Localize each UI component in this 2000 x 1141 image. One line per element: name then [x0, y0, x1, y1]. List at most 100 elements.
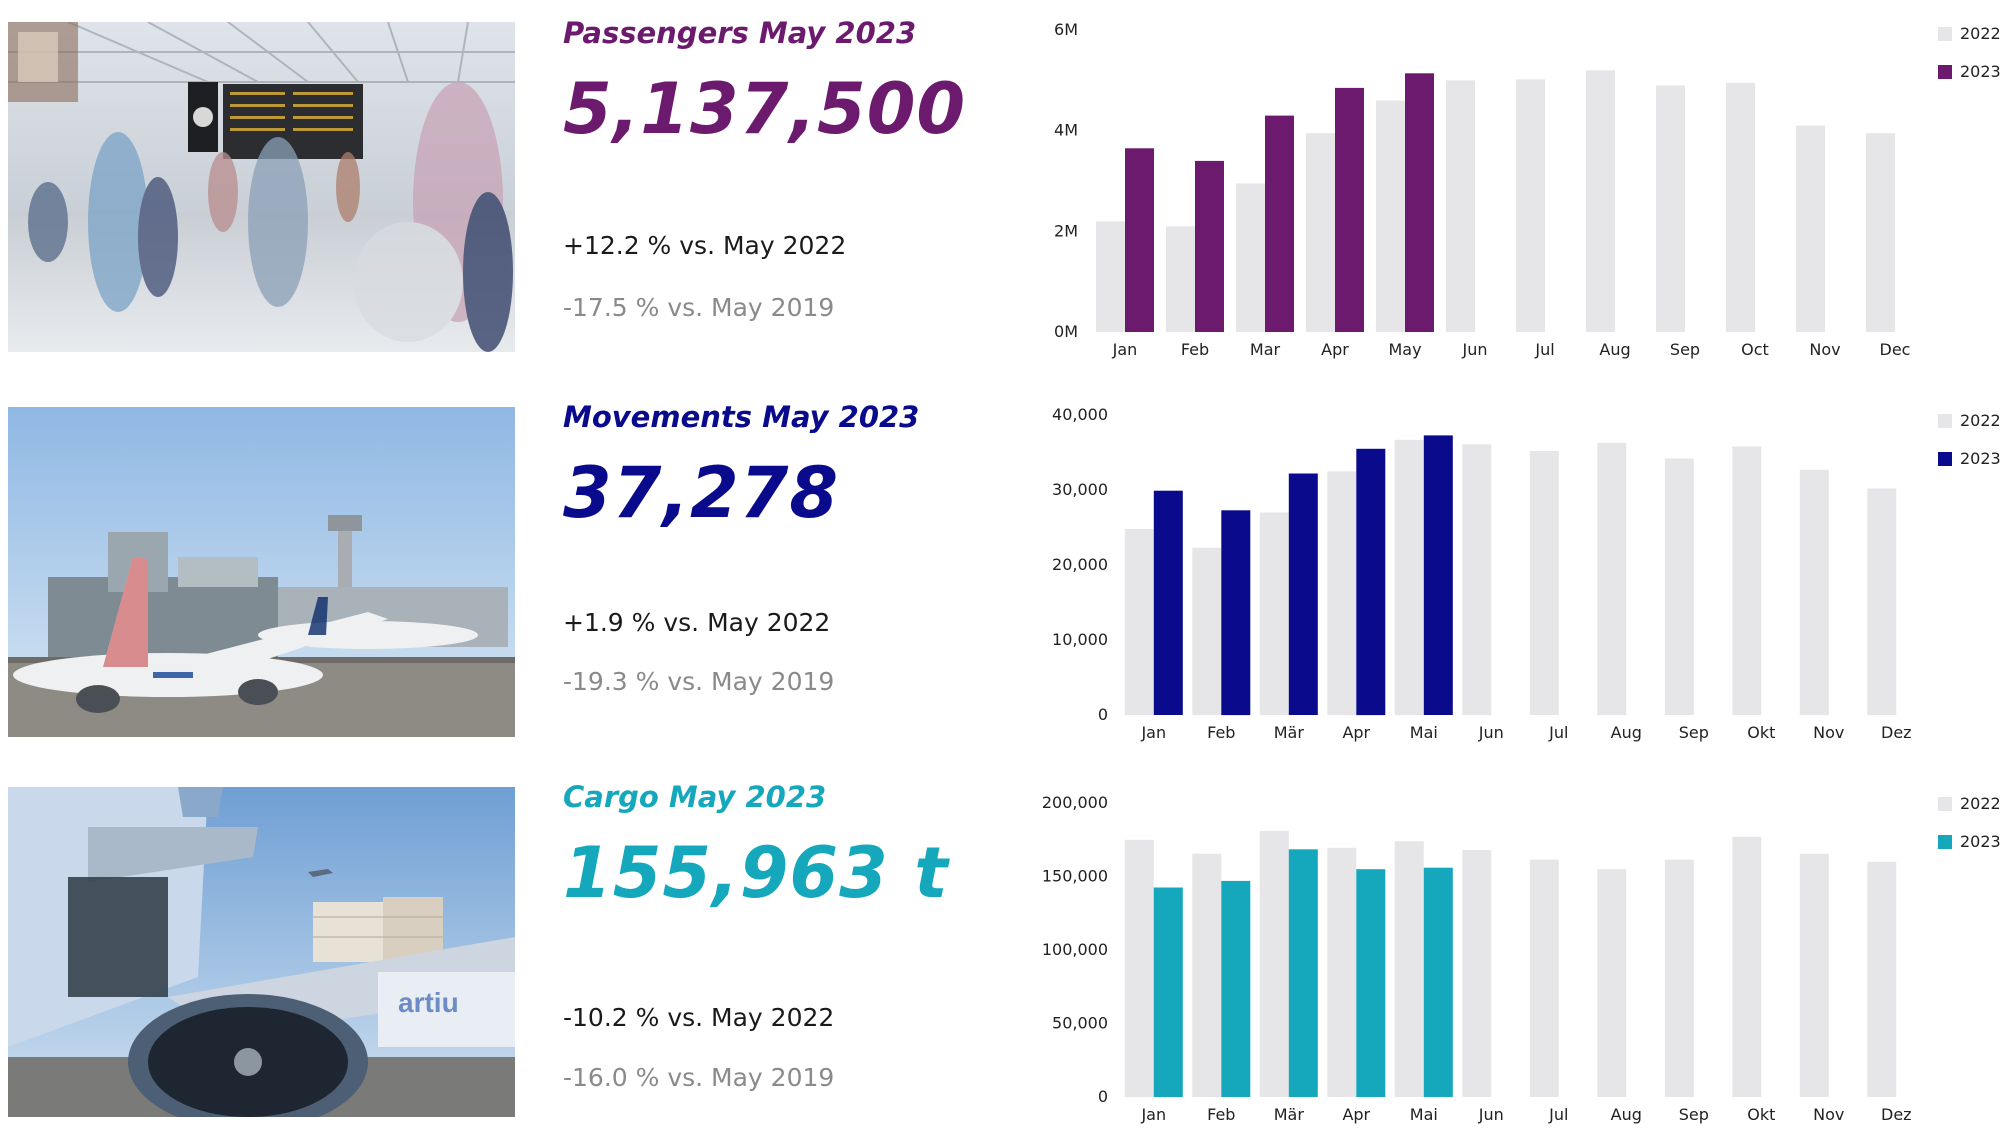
cargo-bar-2022-Mär: [1259, 830, 1289, 1097]
passengers-xtick-label: Dec: [1880, 340, 1911, 359]
passengers-bar-2023-Mar: [1265, 115, 1294, 332]
cargo-bar-2023-Jan: [1153, 887, 1183, 1097]
movements-xtick-label: Mai: [1410, 723, 1438, 742]
cargo-bar-2023-Feb: [1221, 880, 1251, 1097]
passengers-xtick-label: Jan: [1112, 340, 1138, 359]
passengers-bar-2022-Jan: [1096, 221, 1125, 332]
passengers-ytick-label: 0M: [1054, 322, 1078, 341]
cargo-xtick-label: Nov: [1813, 1105, 1844, 1124]
cargo-value: 155,963 t: [563, 832, 949, 914]
passengers-xtick-label: Feb: [1181, 340, 1209, 359]
movements-xtick-label: Jun: [1478, 723, 1504, 742]
cargo-kpi: Cargo May 2023 155,963 t -10.2 % vs. May…: [563, 780, 993, 1100]
cargo-legend-label-2023: 2023: [1960, 832, 2000, 851]
cargo-vs-2022: -10.2 % vs. May 2022: [563, 1003, 835, 1032]
cargo-bar-2022-Sep: [1664, 859, 1694, 1097]
movements-xtick-label: Feb: [1207, 723, 1235, 742]
movements-xtick-label: Aug: [1611, 723, 1642, 742]
movements-bar-2022-Dez: [1867, 488, 1897, 715]
movements-xtick-label: Jan: [1140, 723, 1166, 742]
movements-photo: [8, 407, 515, 737]
passengers-ytick-label: 4M: [1054, 121, 1078, 140]
movements-value: 37,278: [563, 452, 840, 534]
passengers-bar-2023-Feb: [1195, 160, 1224, 332]
movements-legend-label-2023: 2023: [1960, 449, 2000, 468]
passengers-chart: 0M 2M 4M 6M Jan Feb Mar Apr May Jun Jul Aug Sep Oct No…: [1000, 10, 2000, 370]
passengers-bar-2022-Dec: [1866, 133, 1895, 332]
passengers-xtick-label: Jun: [1462, 340, 1488, 359]
cargo-legend-label-2022: 2022: [1960, 794, 2000, 813]
cargo-bar-2022-Jul: [1529, 859, 1559, 1097]
movements-bar-2022-Sep: [1664, 458, 1694, 715]
cargo-photo: artiu: [8, 787, 515, 1117]
movements-bar-2022-Jul: [1529, 451, 1559, 715]
cargo-xtick-label: Mär: [1274, 1105, 1305, 1124]
cargo-legend-swatch-2023: [1938, 835, 1952, 849]
passengers-section: Passengers May 2023 5,137,500 +12.2 % vs…: [0, 0, 2000, 375]
passengers-bar-2022-May: [1376, 100, 1405, 332]
passengers-bar-2022-Apr: [1306, 133, 1335, 332]
cargo-xtick-label: Aug: [1611, 1105, 1642, 1124]
movements-bar-2023-Jan: [1153, 490, 1183, 715]
passengers-vs-2019: -17.5 % vs. May 2019: [563, 293, 835, 322]
movements-xtick-label: Sep: [1679, 723, 1709, 742]
passengers-bar-2023-May: [1405, 73, 1434, 333]
cargo-bar-2022-Jun: [1462, 850, 1492, 1097]
passengers-xtick-label: Oct: [1741, 340, 1769, 359]
passengers-legend-swatch-2023: [1938, 65, 1952, 79]
cargo-bar-2022-Nov: [1799, 853, 1829, 1097]
movements-section: Movements May 2023 37,278 +1.9 % vs. May…: [0, 380, 2000, 755]
cargo-bar-2023-Mär: [1288, 849, 1318, 1097]
movements-legend-swatch-2022: [1938, 414, 1952, 428]
cargo-title: Cargo May 2023: [563, 780, 827, 814]
cargo-ytick-label: 100,000: [1042, 940, 1108, 959]
passengers-bar-2022-Oct: [1726, 82, 1755, 332]
cargo-xtick-label: Feb: [1207, 1105, 1235, 1124]
cargo-bar-2022-Apr: [1327, 847, 1357, 1097]
passengers-title: Passengers May 2023: [563, 16, 917, 50]
movements-bar-2023-Feb: [1221, 510, 1251, 716]
movements-vs-2019: -19.3 % vs. May 2019: [563, 667, 835, 696]
passengers-bar-2022-Jul: [1516, 79, 1545, 332]
movements-xtick-label: Dez: [1881, 723, 1912, 742]
movements-xtick-label: Okt: [1747, 723, 1775, 742]
passengers-bar-2022-Mar: [1236, 183, 1265, 332]
cargo-bar-2022-Dez: [1867, 861, 1897, 1097]
movements-bar-2023-Mai: [1423, 435, 1453, 715]
movements-bar-2022-Mär: [1259, 512, 1289, 715]
movements-bar-2022-Nov: [1799, 469, 1829, 716]
cargo-xtick-label: Apr: [1342, 1105, 1370, 1124]
movements-bar-2023-Mär: [1288, 473, 1318, 715]
cargo-ytick-label: 0: [1098, 1087, 1108, 1106]
movements-bar-2022-Mai: [1394, 439, 1424, 716]
cargo-ytick-label: 200,000: [1042, 793, 1108, 812]
cargo-chart: 0 50,000 100,000 150,000 200,000 Jan Feb Mär Apr…: [1000, 765, 2000, 1141]
movements-legend-swatch-2023: [1938, 452, 1952, 466]
movements-bar-2022-Okt: [1732, 446, 1762, 715]
cargo-xtick-label: Mai: [1410, 1105, 1438, 1124]
movements-chart: 0 10,000 20,000 30,000 40,000 Jan Feb Mär Apr Mai…: [1000, 385, 2000, 755]
passengers-xtick-label: Aug: [1599, 340, 1630, 359]
cargo-xtick-label: Jul: [1548, 1105, 1568, 1124]
movements-legend-label-2022: 2022: [1960, 411, 2000, 430]
movements-ytick-label: 40,000: [1052, 405, 1108, 424]
passengers-bar-2022-Jun: [1446, 80, 1475, 332]
passengers-value: 5,137,500: [563, 68, 967, 150]
passengers-photo: [8, 22, 515, 352]
movements-ytick-label: 30,000: [1052, 480, 1108, 499]
passengers-xtick-label: Nov: [1809, 340, 1840, 359]
cargo-vs-2019: -16.0 % vs. May 2019: [563, 1063, 835, 1092]
movements-bar-2022-Apr: [1327, 471, 1357, 716]
passengers-bar-2022-Nov: [1796, 125, 1825, 332]
passengers-kpi: Passengers May 2023 5,137,500 +12.2 % vs…: [563, 16, 993, 336]
cargo-ytick-label: 150,000: [1042, 867, 1108, 886]
cargo-bar-2023-Mai: [1423, 867, 1453, 1097]
movements-vs-2022: +1.9 % vs. May 2022: [563, 608, 831, 637]
movements-bar-2022-Jun: [1462, 444, 1492, 716]
movements-bar-2022-Aug: [1597, 442, 1627, 716]
movements-kpi: Movements May 2023 37,278 +1.9 % vs. May…: [563, 400, 993, 720]
passengers-xtick-label: Jul: [1534, 340, 1554, 359]
movements-xtick-label: Nov: [1813, 723, 1844, 742]
svg-text:artiu: artiu: [398, 987, 459, 1018]
cargo-legend-swatch-2022: [1938, 797, 1952, 811]
